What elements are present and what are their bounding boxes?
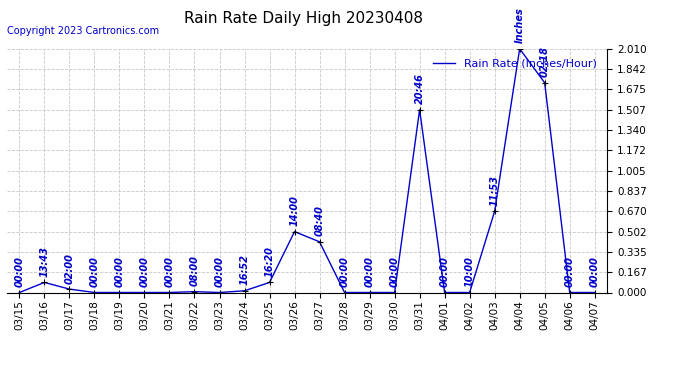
Text: 00:00: 00:00 <box>364 256 375 287</box>
Text: 08:00: 08:00 <box>190 255 199 286</box>
Text: 10:00: 10:00 <box>464 256 475 287</box>
Text: 16:20: 16:20 <box>264 246 275 277</box>
Text: 00:00: 00:00 <box>440 256 450 287</box>
Text: Inches: Inches <box>515 8 524 43</box>
Text: 20:46: 20:46 <box>415 74 424 104</box>
Text: Copyright 2023 Cartronics.com: Copyright 2023 Cartronics.com <box>7 26 159 36</box>
Text: 02:00: 02:00 <box>64 253 75 284</box>
Text: 00:00: 00:00 <box>14 256 24 287</box>
Text: 14:00: 14:00 <box>290 195 299 226</box>
Text: 00:00: 00:00 <box>215 256 224 287</box>
Text: 02:18: 02:18 <box>540 46 550 77</box>
Text: 00:00: 00:00 <box>115 256 124 287</box>
Legend: Rain Rate (Inches/Hour): Rain Rate (Inches/Hour) <box>428 54 602 73</box>
Text: 00:00: 00:00 <box>139 256 150 287</box>
Text: 13:43: 13:43 <box>39 246 50 277</box>
Text: 00:00: 00:00 <box>164 256 175 287</box>
Text: 00:00: 00:00 <box>590 256 600 287</box>
Text: 00:00: 00:00 <box>564 256 575 287</box>
Text: 00:00: 00:00 <box>90 256 99 287</box>
Text: 00:00: 00:00 <box>390 256 400 287</box>
Text: 16:52: 16:52 <box>239 254 250 285</box>
Text: 00:00: 00:00 <box>339 256 350 287</box>
Text: 11:53: 11:53 <box>490 175 500 206</box>
Text: 08:40: 08:40 <box>315 206 324 236</box>
Text: Rain Rate Daily High 20230408: Rain Rate Daily High 20230408 <box>184 11 423 26</box>
